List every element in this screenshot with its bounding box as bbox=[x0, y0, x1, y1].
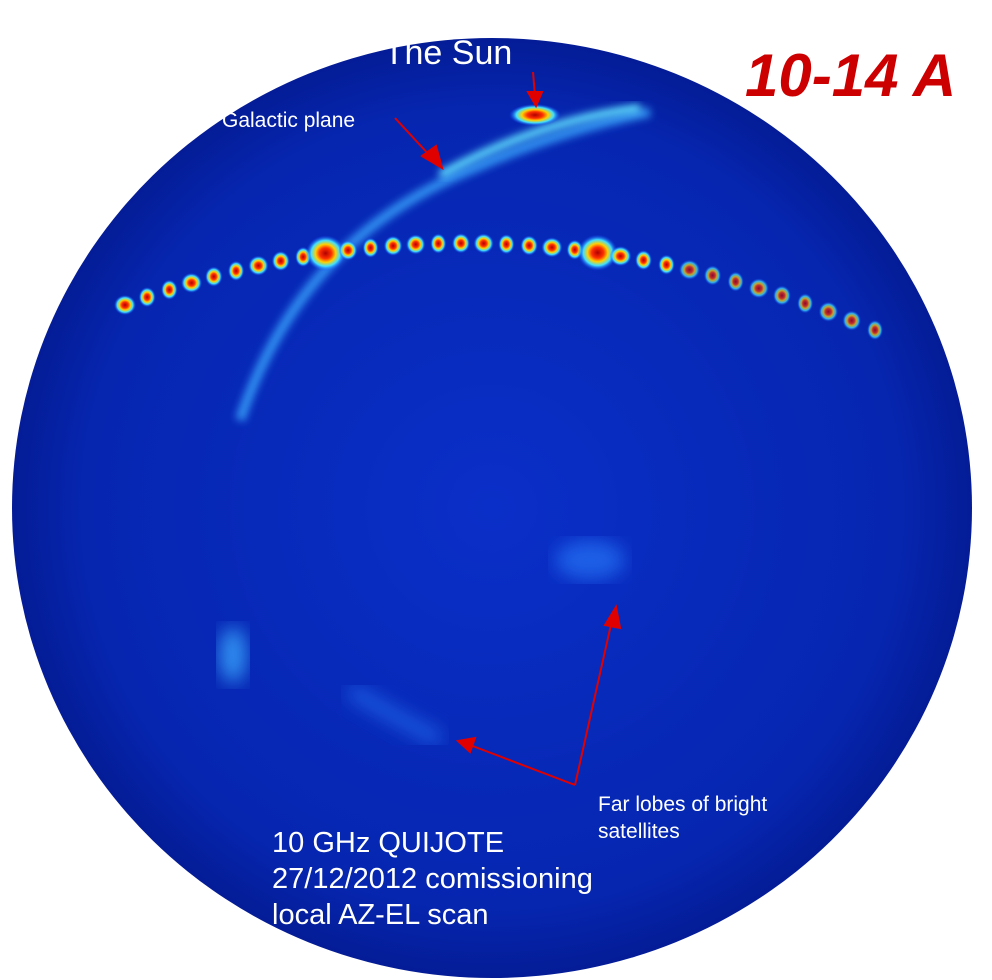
satellite-dot bbox=[679, 260, 700, 280]
satellite-dot bbox=[819, 302, 839, 322]
satellite-dot bbox=[228, 261, 244, 281]
satellite-dot bbox=[384, 236, 403, 256]
satellite-dot bbox=[248, 256, 268, 276]
caption-line: 10 GHz QUIJOTE bbox=[272, 827, 504, 859]
satellite-dot bbox=[658, 255, 675, 275]
satellite-dot bbox=[797, 293, 813, 313]
sun-label: The Sun bbox=[384, 34, 513, 72]
caption-line: local AZ-EL scan bbox=[272, 899, 489, 931]
satellite-dot bbox=[704, 265, 721, 285]
satellite-dot bbox=[728, 272, 744, 292]
sky-map-figure: The Sun 10-14 A Galactic plane Far lobes… bbox=[0, 0, 992, 980]
satellite-dot bbox=[181, 273, 202, 293]
satellite-dot bbox=[749, 278, 769, 298]
satellite-dot bbox=[867, 320, 883, 340]
satellite-dot bbox=[114, 295, 136, 315]
satellite-dot bbox=[339, 240, 358, 260]
satellite-dot bbox=[842, 311, 861, 331]
satellite-dot bbox=[773, 286, 791, 306]
sun-source bbox=[509, 104, 561, 126]
satellite-dot bbox=[498, 234, 514, 254]
galactic-plane-label: Galactic plane bbox=[222, 109, 355, 132]
satellite-dot bbox=[541, 237, 562, 257]
satellite-dot bbox=[272, 251, 290, 271]
satellite-dot bbox=[610, 246, 632, 266]
band-label: 10-14 A bbox=[745, 42, 956, 109]
satellite-dot bbox=[363, 238, 379, 258]
satellite-dot bbox=[406, 234, 425, 254]
far-lobes-label: satellites bbox=[598, 820, 680, 843]
satellite-dot bbox=[205, 267, 222, 287]
caption-line: 27/12/2012 comissioning bbox=[272, 863, 593, 895]
satellite-dot bbox=[452, 233, 470, 253]
satellite-dot bbox=[161, 280, 178, 300]
far-lobes-label: Far lobes of bright bbox=[598, 793, 767, 816]
satellite-dot bbox=[635, 250, 652, 270]
satellite-dot bbox=[430, 234, 446, 254]
satellite-dot bbox=[139, 287, 156, 307]
satellite-dot bbox=[520, 235, 537, 255]
satellite-dot bbox=[474, 233, 494, 253]
